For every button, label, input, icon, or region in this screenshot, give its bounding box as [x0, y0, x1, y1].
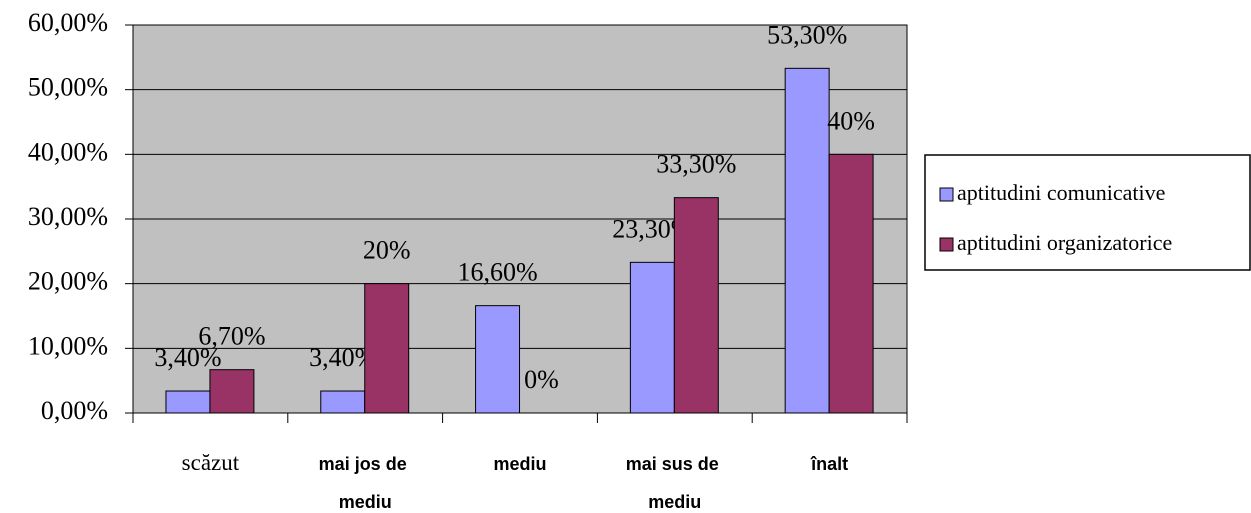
legend-swatch [939, 187, 954, 202]
bar [629, 261, 675, 414]
bar [673, 197, 719, 414]
y-tick-label: 30,00% [28, 202, 108, 231]
value-label: 33,30% [656, 150, 736, 179]
bar [165, 390, 211, 414]
value-label: 6,70% [198, 322, 265, 351]
y-tick-label: 20,00% [28, 267, 108, 296]
value-label: 0% [524, 365, 559, 394]
y-tick-label: 40,00% [28, 137, 108, 166]
x-tick-label: mediu [493, 454, 546, 474]
value-label: 40% [827, 106, 875, 135]
bar [475, 305, 521, 414]
y-tick-label: 0,00% [41, 396, 108, 425]
x-tick-label: mai sus de mediu [626, 454, 724, 512]
value-label: 16,60% [457, 258, 537, 287]
x-tick-label: înalt [810, 454, 848, 474]
x-tick-label: scăzut [182, 450, 240, 475]
legend-label: aptitudini comunicative [957, 180, 1165, 205]
x-tick-label: mai jos de mediu [319, 454, 412, 512]
bar [320, 390, 366, 414]
bar [209, 369, 255, 414]
legend-label: aptitudini organizatorice [957, 230, 1172, 255]
y-tick-label: 60,00% [28, 8, 108, 37]
legend [924, 154, 1251, 271]
legend-swatch [939, 237, 954, 252]
value-label: 3,40% [154, 343, 221, 372]
bar [364, 283, 410, 414]
y-tick-label: 50,00% [28, 73, 108, 102]
bar [828, 153, 874, 414]
value-label: 20% [363, 236, 411, 265]
y-tick-label: 10,00% [28, 331, 108, 360]
bar [784, 67, 830, 414]
value-label: 53,30% [767, 20, 847, 49]
